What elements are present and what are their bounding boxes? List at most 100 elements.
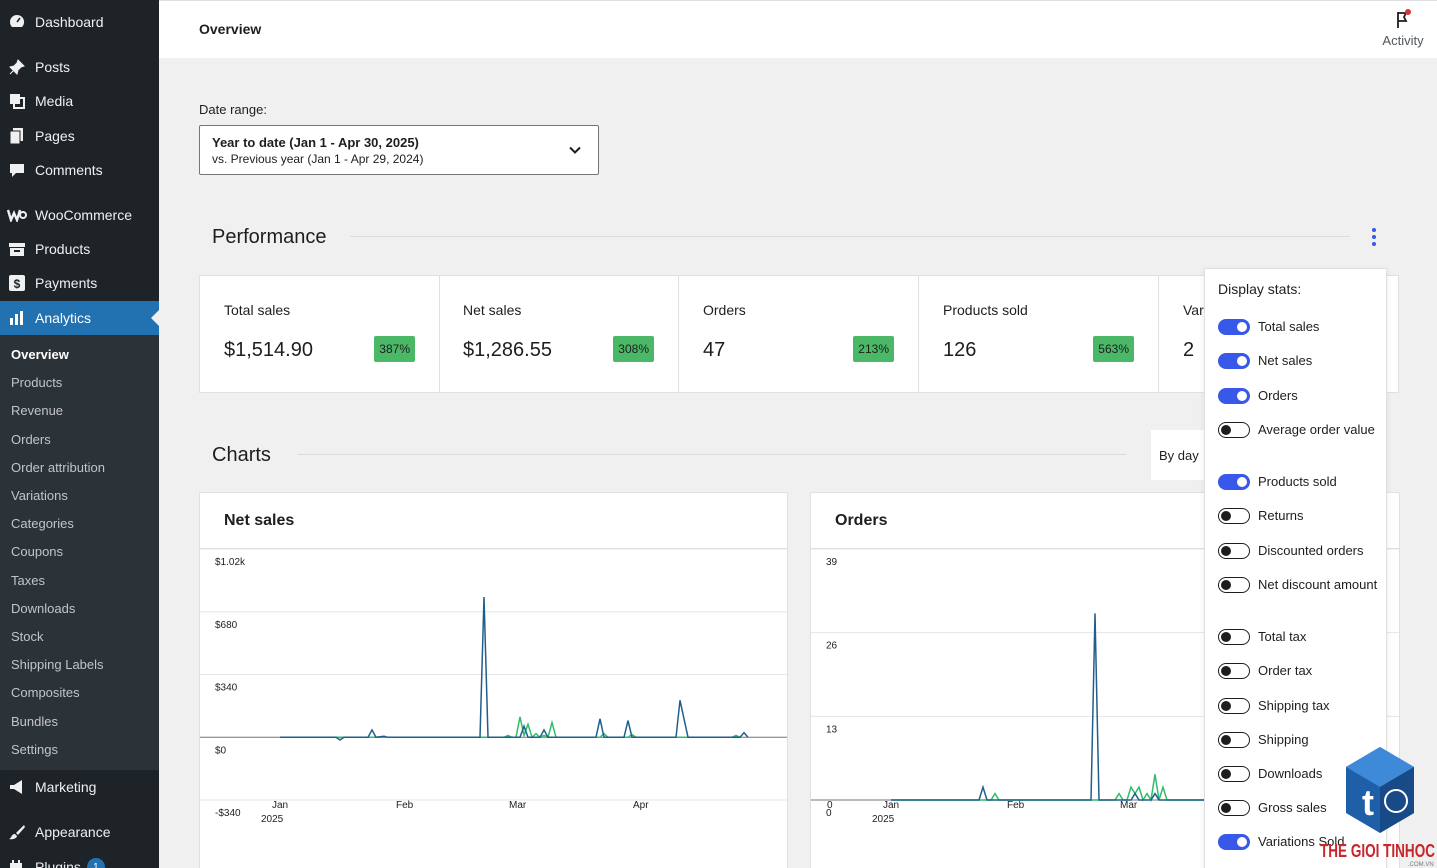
- stat-total-sales[interactable]: Total sales $1,514.90 387%: [200, 276, 440, 392]
- sidebar-item-media[interactable]: Media: [0, 84, 159, 118]
- toggle-switch[interactable]: [1218, 473, 1250, 490]
- toggle-returns[interactable]: Returns: [1218, 507, 1378, 525]
- performance-divider: [350, 236, 1350, 237]
- toggle-downloads[interactable]: Downloads: [1218, 765, 1378, 783]
- toggle-orders[interactable]: Orders: [1218, 387, 1378, 405]
- submenu-item-products[interactable]: Products: [11, 375, 63, 391]
- toggle-label: Net discount amount: [1258, 577, 1378, 592]
- toggle-switch[interactable]: [1218, 387, 1250, 404]
- y-tick-label: 0: [826, 808, 832, 819]
- toggle-order-tax[interactable]: Order tax: [1218, 662, 1378, 680]
- toggle-switch[interactable]: [1218, 765, 1250, 782]
- date-range-picker[interactable]: Year to date (Jan 1 - Apr 30, 2025) vs. …: [199, 125, 599, 175]
- stat-net-sales[interactable]: Net sales $1,286.55 308%: [439, 276, 679, 392]
- submenu-item-composites[interactable]: Composites: [11, 685, 80, 701]
- sidebar-item-comments[interactable]: Comments: [0, 153, 159, 187]
- submenu-item-downloads[interactable]: Downloads: [11, 600, 76, 616]
- submenu-item-overview[interactable]: Overview: [11, 347, 69, 362]
- toggle-gross-sales[interactable]: Gross sales: [1218, 799, 1378, 817]
- sidebar-item-marketing[interactable]: Marketing: [0, 770, 159, 804]
- sidebar-item-products[interactable]: Products: [0, 232, 159, 266]
- toggle-switch[interactable]: [1218, 731, 1250, 748]
- more-vertical-icon[interactable]: [1366, 226, 1382, 248]
- toggle-variations-sold[interactable]: Variations Sold: [1218, 833, 1378, 851]
- sidebar-item-dashboard[interactable]: Dashboard: [0, 5, 159, 39]
- toggle-net-discount-amount[interactable]: Net discount amount: [1218, 576, 1378, 594]
- sidebar-item-label: Posts: [35, 59, 71, 75]
- toggle-switch[interactable]: [1218, 421, 1250, 438]
- x-tick-label: Jan: [883, 800, 899, 811]
- submenu-item-variations[interactable]: Variations: [11, 488, 68, 503]
- toggle-switch[interactable]: [1218, 352, 1250, 369]
- current-period-line: [891, 613, 1211, 801]
- date-range-comparison: vs. Previous year (Jan 1 - Apr 29, 2024): [212, 152, 424, 166]
- plug-icon: [7, 857, 27, 868]
- sidebar-item-label: Plugins: [35, 859, 81, 868]
- toggle-switch[interactable]: [1218, 697, 1250, 714]
- submenu-item-coupons[interactable]: Coupons: [11, 544, 64, 560]
- y-tick-label: $340: [215, 683, 238, 694]
- archive-icon: [7, 239, 27, 259]
- stat-products-sold[interactable]: Products sold 126 563%: [919, 276, 1159, 392]
- toggle-switch[interactable]: [1218, 507, 1250, 524]
- activity-button[interactable]: Activity: [1379, 9, 1427, 48]
- previous-period-line: [280, 716, 741, 739]
- sidebar-item-payments[interactable]: $ Payments: [0, 266, 159, 300]
- stat-var[interactable]: Var 2: [1159, 276, 1399, 392]
- toggle-switch[interactable]: [1218, 799, 1250, 816]
- flag-icon: [1393, 9, 1413, 31]
- toggle-switch[interactable]: [1218, 542, 1250, 559]
- chevron-down-icon: [568, 143, 582, 162]
- submenu-item-categories[interactable]: Categories: [11, 516, 74, 532]
- toggle-switch[interactable]: [1218, 628, 1250, 645]
- chart-title: Orders: [835, 512, 888, 529]
- submenu-item-order-attribution[interactable]: Order attribution: [11, 459, 105, 475]
- submenu-item-taxes[interactable]: Taxes: [11, 572, 45, 588]
- stat-orders[interactable]: Orders 47 213%: [679, 276, 919, 392]
- toggle-label: Average order value: [1258, 422, 1375, 437]
- toggle-discounted-orders[interactable]: Discounted orders: [1218, 542, 1378, 560]
- toggle-average-order-value[interactable]: Average order value: [1218, 421, 1378, 439]
- toggle-switch[interactable]: [1218, 318, 1250, 335]
- toggle-total-tax[interactable]: Total tax: [1218, 628, 1378, 646]
- sidebar-item-pages[interactable]: Pages: [0, 119, 159, 153]
- submenu-item-stock[interactable]: Stock: [11, 629, 44, 644]
- submenu-item-orders[interactable]: Orders: [11, 431, 51, 447]
- toggle-label: Returns: [1258, 508, 1304, 523]
- charts-heading: Charts: [212, 444, 271, 466]
- interval-select[interactable]: By day: [1151, 430, 1211, 480]
- sidebar-item-label: Analytics: [35, 310, 92, 326]
- toggle-switch[interactable]: [1218, 833, 1250, 850]
- sidebar-item-plugins[interactable]: Plugins 1: [0, 850, 159, 868]
- submenu-item-settings[interactable]: Settings: [11, 741, 58, 757]
- comment-icon: [7, 160, 27, 180]
- bar-chart-icon: [7, 308, 27, 328]
- woo-icon: [7, 205, 27, 225]
- y-tick-label: 39: [826, 557, 838, 568]
- toggle-switch[interactable]: [1218, 662, 1250, 679]
- x-tick-label: Mar: [1120, 800, 1138, 811]
- sidebar-item-appearance[interactable]: Appearance: [0, 815, 159, 849]
- megaphone-icon: [7, 777, 27, 797]
- sidebar-item-posts[interactable]: Posts: [0, 50, 159, 84]
- toggle-net-sales[interactable]: Net sales: [1218, 352, 1378, 370]
- toggle-switch[interactable]: [1218, 576, 1250, 593]
- stat-delta-badge: 387%: [374, 336, 415, 362]
- toggle-total-sales[interactable]: Total sales: [1218, 318, 1378, 336]
- stat-label: Net sales: [463, 302, 522, 318]
- submenu-item-revenue[interactable]: Revenue: [11, 403, 64, 419]
- submenu-item-bundles[interactable]: Bundles: [11, 713, 58, 729]
- toggle-products-sold[interactable]: Products sold: [1218, 473, 1378, 491]
- submenu-item-shipping-labels[interactable]: Shipping Labels: [11, 657, 104, 673]
- sidebar-item-woocommerce[interactable]: WooCommerce: [0, 198, 159, 232]
- toggle-shipping[interactable]: Shipping: [1218, 731, 1378, 749]
- sidebar-item-analytics[interactable]: Analytics: [0, 301, 159, 335]
- sidebar-item-label: Comments: [35, 162, 103, 178]
- y-tick-label: $680: [215, 620, 238, 631]
- notification-dot: [1405, 9, 1411, 15]
- toggle-label: Downloads: [1258, 766, 1323, 781]
- toggle-label: Shipping tax: [1258, 698, 1330, 713]
- y-tick-label: $1.02k: [215, 557, 246, 568]
- toggle-shipping-tax[interactable]: Shipping tax: [1218, 697, 1378, 715]
- stat-label: Var: [1183, 302, 1204, 318]
